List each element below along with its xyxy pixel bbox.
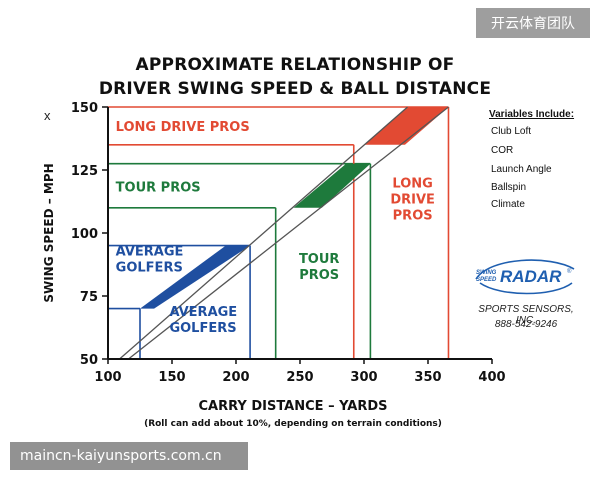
- x-tick-label: 300: [350, 370, 377, 385]
- variable-item: Launch Angle: [491, 164, 552, 175]
- x-tick-label: 100: [94, 370, 121, 385]
- series-line-2: [128, 106, 449, 360]
- y-axis-label: SWING SPEED – MPH: [42, 163, 56, 302]
- band-label-average: GOLFERS: [116, 261, 183, 276]
- company-phone: 888-542-9246: [494, 319, 558, 330]
- band-label-long_drive: PROS: [393, 209, 433, 224]
- variable-item: Ballspin: [491, 182, 527, 193]
- x-tick-label: 250: [286, 370, 313, 385]
- band-label-tour: TOUR: [299, 252, 340, 267]
- chart-subtitle: DRIVER SWING SPEED & BALL DISTANCE: [98, 79, 492, 99]
- band-label-average: AVERAGE: [169, 305, 237, 320]
- band-average: [140, 245, 251, 309]
- band-label-long_drive: DRIVE: [390, 193, 435, 208]
- swing-speed-radar-logo: SWING SPEED RADAR ®: [475, 259, 575, 295]
- logo-speed-text: SPEED: [476, 277, 497, 283]
- y-tick-label: 150: [71, 101, 98, 116]
- variable-item: Climate: [491, 199, 525, 210]
- band-label-long_drive: LONG DRIVE PROS: [116, 120, 250, 135]
- y-tick-label: 100: [71, 227, 98, 242]
- logo-radar-text: RADAR: [500, 267, 562, 286]
- chart-title: APPROXIMATE RELATIONSHIP OF: [135, 55, 455, 75]
- band-tour: [293, 163, 371, 208]
- band-label-long_drive: LONG: [392, 177, 432, 192]
- y-tick-label: 50: [80, 353, 98, 368]
- x-axis-label: CARRY DISTANCE – YARDS: [198, 399, 387, 414]
- band-long_drive: [364, 107, 449, 145]
- band-label-average: AVERAGE: [116, 245, 184, 260]
- logo-swing-text: SWING: [476, 270, 497, 276]
- watermark-top-right: 开云体育团队: [476, 8, 590, 38]
- chart-note: (Roll can add about 10%, depending on te…: [144, 419, 442, 429]
- company-name: SPORTS SENSORS, INC.: [478, 304, 574, 326]
- x-tick-label: 400: [478, 370, 505, 385]
- variables-title: Variables Include:: [489, 109, 575, 120]
- series-line-1: [119, 106, 408, 360]
- variable-item: Club Loft: [491, 126, 532, 137]
- y-tick-label: 125: [71, 164, 98, 179]
- variable-item: COR: [491, 145, 514, 156]
- band-label-tour: PROS: [299, 268, 339, 283]
- logo-trademark: ®: [567, 268, 572, 275]
- watermark-bottom-left: maincn-kaiyunsports.com.cn: [10, 442, 248, 470]
- band-label-average: GOLFERS: [169, 321, 236, 336]
- x-tick-label: 350: [414, 370, 441, 385]
- band-label-tour: TOUR PROS: [116, 180, 201, 195]
- corner-mark: x: [44, 108, 51, 123]
- y-tick-label: 75: [80, 290, 98, 305]
- x-tick-label: 150: [158, 370, 185, 385]
- x-tick-label: 200: [222, 370, 249, 385]
